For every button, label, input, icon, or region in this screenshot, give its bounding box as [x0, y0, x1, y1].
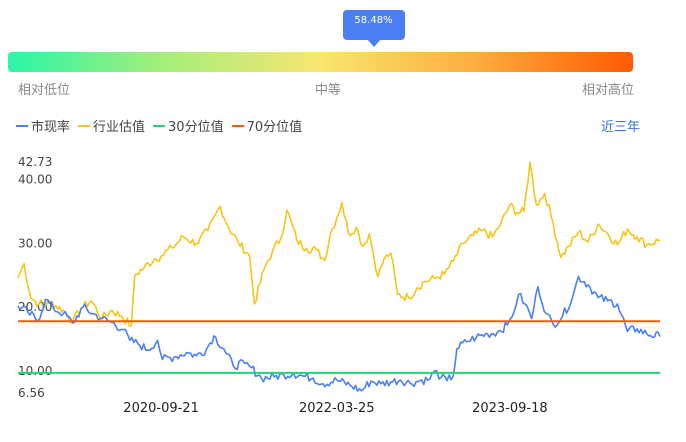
gauge-label-mid: 中等: [315, 83, 342, 98]
period-selector-button[interactable]: 近三年: [600, 120, 640, 135]
x-tick-label-2: 2023-09-18: [472, 401, 548, 416]
series-line-industry: [17, 161, 661, 327]
x-tick-label-0: 2020-09-21: [123, 401, 199, 416]
legend-swatch-p30: [153, 124, 166, 127]
legend-swatch-industry: [78, 124, 91, 127]
chart-legend: 市现率 行业估值 30分位值 70分位值: [16, 116, 310, 135]
legend-label-pcf: 市现率: [31, 120, 71, 135]
legend-item-p70[interactable]: 70分位值: [231, 116, 303, 135]
legend-label-p30: 30分位值: [168, 120, 224, 135]
gauge-label-high: 相对高位: [582, 83, 635, 98]
valuation-gauge-bar: [8, 52, 633, 72]
gauge-label-low: 相对低位: [18, 83, 71, 98]
legend-swatch-p70: [231, 124, 244, 127]
x-tick-label-1: 2022-03-25: [299, 401, 375, 416]
legend-item-pcf[interactable]: 市现率: [16, 116, 70, 135]
y-tick-label-4: 10.00: [18, 364, 52, 378]
percentile-badge: 58.48%: [342, 10, 405, 47]
series-line-pcf: [17, 275, 661, 392]
legend-swatch-pcf: [16, 124, 28, 127]
y-tick-label-5: 6.56: [18, 386, 45, 400]
legend-label-industry: 行业估值: [93, 120, 146, 135]
legend-label-p70: 70分位值: [246, 120, 303, 135]
legend-item-industry[interactable]: 行业估值: [78, 116, 145, 135]
legend-item-p30[interactable]: 30分位值: [153, 116, 224, 135]
y-tick-label-0: 42.73: [18, 155, 52, 169]
y-tick-label-2: 30.00: [18, 236, 52, 250]
y-tick-label-1: 40.00: [18, 172, 52, 186]
